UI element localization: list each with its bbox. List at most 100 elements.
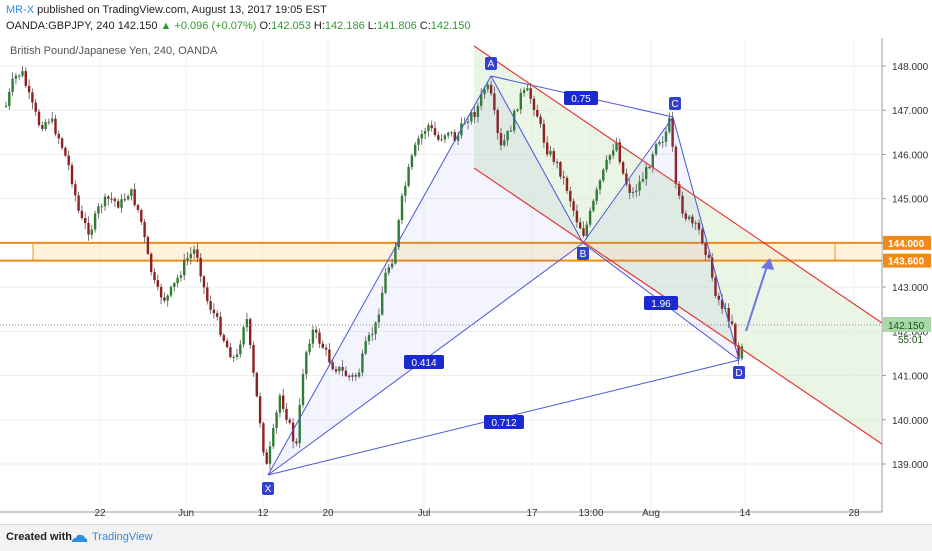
pattern-point-d-box xyxy=(733,366,745,379)
candle-body xyxy=(60,138,64,148)
open-label: O: xyxy=(259,20,272,32)
candle-body xyxy=(407,167,410,186)
candle-body xyxy=(423,131,427,134)
candle-body xyxy=(328,349,331,363)
leg-xa xyxy=(267,75,492,476)
candle-body xyxy=(282,395,285,409)
candle-body xyxy=(612,150,615,156)
candle-body xyxy=(687,216,691,219)
channel-upper-line xyxy=(473,45,883,324)
candle-body xyxy=(384,272,387,293)
pattern-point-c-box xyxy=(669,97,681,110)
candle-body xyxy=(674,146,678,184)
candle-body xyxy=(737,345,740,359)
candle-body xyxy=(84,218,87,223)
candle-body xyxy=(559,162,562,177)
candle-body xyxy=(496,110,499,134)
candle-body xyxy=(542,123,546,143)
candle-body xyxy=(730,321,734,324)
leg-ab xyxy=(490,75,584,244)
candle-body xyxy=(239,344,242,355)
candle-body xyxy=(450,132,453,134)
candle-body xyxy=(579,222,582,229)
candle-body xyxy=(113,198,117,202)
candle-body xyxy=(64,147,67,156)
candle-body xyxy=(341,366,344,371)
tradingview-cloud-icon xyxy=(72,534,88,542)
price-chart[interactable]: 139.000 140.000 141.000 142.000 143.000 144.0… xyxy=(0,38,932,524)
x-tick-label: 28 xyxy=(848,508,860,519)
candle-body xyxy=(140,209,143,222)
candle-body xyxy=(714,277,717,296)
candle-body xyxy=(493,93,496,111)
candle-body xyxy=(414,144,417,156)
candle-body xyxy=(225,340,229,348)
candle-body xyxy=(740,346,744,359)
ratio-label-box xyxy=(564,91,598,105)
candle-body xyxy=(433,128,437,136)
candle-body xyxy=(107,196,110,199)
candle-body xyxy=(404,185,407,196)
tradingview-brand[interactable]: TradingView xyxy=(92,531,153,543)
candle-body xyxy=(120,199,123,208)
candle-body xyxy=(605,159,608,170)
candle-body xyxy=(671,118,674,147)
candle-body xyxy=(400,195,404,221)
candle-body xyxy=(621,162,625,174)
x-tick-label: 20 xyxy=(322,508,334,519)
pattern-point-x-box xyxy=(262,482,274,495)
author-name[interactable]: MR-X xyxy=(6,4,35,16)
candle-body xyxy=(503,140,506,146)
candle-body xyxy=(331,362,334,370)
candle-body xyxy=(437,135,440,140)
candle-body xyxy=(295,441,298,444)
candle-body xyxy=(711,257,714,278)
y-tick-label: 140.000 xyxy=(892,416,929,427)
candle-body xyxy=(130,189,133,197)
candle-body xyxy=(275,412,278,428)
candle-body xyxy=(720,299,724,309)
y-tick-label: 139.000 xyxy=(892,460,929,471)
candle-body xyxy=(24,71,27,86)
candle-body xyxy=(216,313,219,317)
candle-body xyxy=(272,427,275,447)
y-tick-label: 142.000 xyxy=(892,327,929,338)
level-tag-box xyxy=(883,235,931,250)
candle-body xyxy=(229,347,232,358)
open-value: 142.053 xyxy=(271,20,311,32)
candle-body xyxy=(163,297,166,301)
candle-body xyxy=(156,280,159,287)
candle-body xyxy=(453,132,456,141)
candle-body xyxy=(192,249,196,254)
candle-body xyxy=(651,154,654,168)
candle-body xyxy=(344,370,348,376)
candle-body xyxy=(80,210,84,219)
candle-body xyxy=(602,169,605,181)
countdown-tag: 55:01 xyxy=(898,335,923,346)
candle-body xyxy=(285,408,288,420)
candle-body xyxy=(159,286,163,298)
candle-body xyxy=(278,395,282,413)
candle-body xyxy=(473,112,476,117)
candle-body xyxy=(18,75,21,77)
candle-body xyxy=(90,229,93,235)
candle-body xyxy=(681,195,684,214)
candle-body xyxy=(209,301,212,310)
candle-body xyxy=(268,446,272,464)
candle-body xyxy=(351,375,354,377)
candle-body xyxy=(592,200,595,211)
pattern-xab-fill xyxy=(268,76,583,475)
candle-body xyxy=(499,133,503,146)
candle-body xyxy=(447,132,450,136)
candle-body xyxy=(311,329,315,344)
ratio-label-box xyxy=(644,296,678,310)
level-tag: 143.600 xyxy=(888,257,925,268)
candle-body xyxy=(212,309,216,314)
candle-body xyxy=(694,222,697,224)
candle-body xyxy=(582,228,585,236)
x-tick-label: 14 xyxy=(739,508,751,519)
candle-body xyxy=(57,133,60,139)
candle-body xyxy=(684,213,687,219)
candle-body xyxy=(202,276,206,288)
chart-title: British Pound/Japanese Yen, 240, OANDA xyxy=(10,45,218,57)
